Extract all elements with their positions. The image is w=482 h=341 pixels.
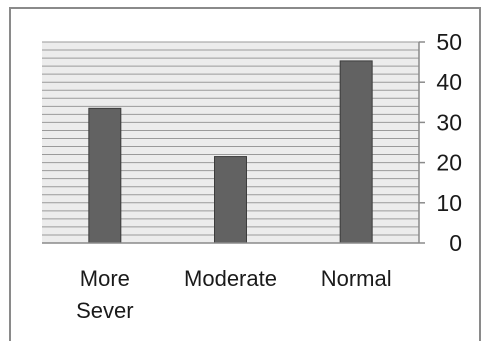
y-tick-label: 0 — [449, 230, 462, 256]
bar — [214, 156, 247, 244]
y-tick-label: 30 — [436, 109, 462, 135]
bar — [88, 107, 122, 244]
bar-series — [88, 60, 373, 244]
x-tick-label: Normal — [321, 266, 392, 291]
bar — [339, 60, 373, 244]
y-tick-label: 10 — [436, 190, 462, 216]
y-tick-label: 50 — [436, 29, 462, 55]
x-axis-labels: More Sever Moderate Normal — [76, 266, 392, 323]
y-tick-label: 20 — [436, 150, 462, 176]
x-tick-label: More Sever — [76, 266, 133, 323]
y-axis-ticks: 0 10 20 30 40 50 — [419, 29, 462, 256]
y-tick-label: 40 — [436, 69, 462, 95]
x-tick-label: Moderate — [184, 266, 277, 291]
